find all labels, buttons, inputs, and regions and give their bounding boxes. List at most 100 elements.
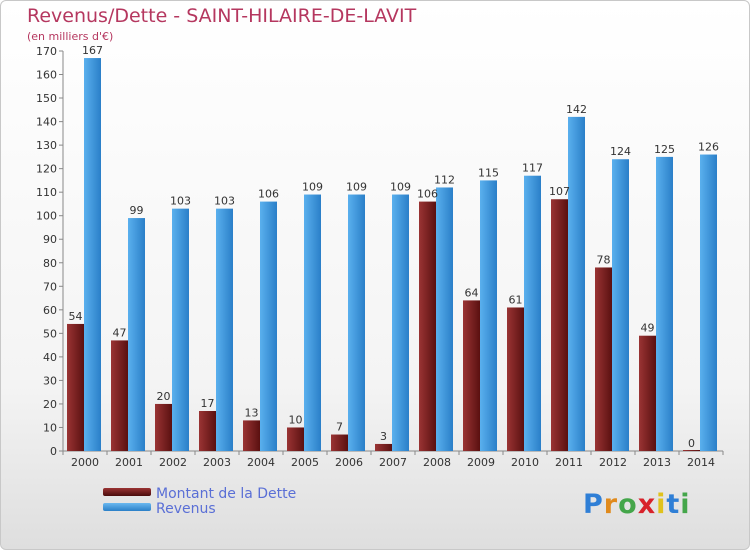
revenus-bar xyxy=(172,208,189,451)
revenus-bar xyxy=(216,208,233,451)
logo-letter: o xyxy=(618,489,638,520)
y-tick-label: 60 xyxy=(43,304,57,317)
y-tick-label: 120 xyxy=(36,163,57,176)
revenus-value-label: 99 xyxy=(130,204,144,217)
dette-bar xyxy=(199,411,216,451)
revenus-value-label: 109 xyxy=(302,181,323,194)
logo-letter: P xyxy=(583,489,604,520)
logo-letter: i xyxy=(680,489,691,520)
revenus-bar xyxy=(656,156,673,451)
legend-label-dette: Montant de la Dette xyxy=(156,486,297,502)
legend-label-revenus: Revenus xyxy=(156,501,216,517)
dette-value-label: 47 xyxy=(113,326,127,339)
revenus-bar xyxy=(700,154,717,451)
y-tick-label: 50 xyxy=(43,327,57,340)
y-tick-label: 40 xyxy=(43,351,57,364)
y-tick-label: 170 xyxy=(36,45,57,58)
revenus-bar xyxy=(612,159,629,451)
revenus-value-label: 126 xyxy=(698,141,719,154)
y-tick-label: 30 xyxy=(43,374,57,387)
dette-bar xyxy=(551,199,568,451)
x-tick-label: 2011 xyxy=(555,456,583,469)
x-tick-label: 2007 xyxy=(379,456,407,469)
dette-value-label: 78 xyxy=(597,253,611,266)
revenus-value-label: 115 xyxy=(478,166,499,179)
legend-swatch-dette xyxy=(103,488,151,496)
revenus-bar xyxy=(260,201,277,451)
x-tick-label: 2000 xyxy=(71,456,99,469)
bar-layer xyxy=(67,58,717,452)
y-tick-label: 20 xyxy=(43,398,57,411)
dette-bar xyxy=(155,403,172,451)
x-tick-label: 2009 xyxy=(467,456,495,469)
dette-value-label: 106 xyxy=(417,188,438,201)
dette-value-label: 64 xyxy=(465,286,479,299)
y-tick-label: 90 xyxy=(43,233,57,246)
dette-value-label: 20 xyxy=(157,390,171,403)
y-tick-label: 110 xyxy=(36,186,57,199)
x-tick-label: 2002 xyxy=(159,456,187,469)
x-tick-label: 2006 xyxy=(335,456,363,469)
y-tick-label: 70 xyxy=(43,280,57,293)
revenus-value-label: 124 xyxy=(610,145,631,158)
dette-bar xyxy=(419,201,436,451)
dette-bar xyxy=(463,300,480,451)
revenus-bar xyxy=(524,175,541,452)
dette-bar xyxy=(111,340,128,451)
x-tick-label: 2013 xyxy=(643,456,671,469)
y-tick-label: 100 xyxy=(36,210,57,223)
x-tick-label: 2003 xyxy=(203,456,231,469)
revenus-bar xyxy=(348,194,365,451)
dette-bar xyxy=(243,420,260,451)
x-tick-label: 2008 xyxy=(423,456,451,469)
chart-subtitle: (en milliers d'€) xyxy=(27,30,114,43)
revenus-value-label: 142 xyxy=(566,103,587,116)
dette-bar xyxy=(507,307,524,451)
dette-value-label: 107 xyxy=(549,185,570,198)
revenus-bar xyxy=(568,116,585,451)
logo-letter: r xyxy=(603,489,619,520)
logo-letter: t xyxy=(666,489,681,520)
dette-value-label: 7 xyxy=(336,421,343,434)
dette-bar xyxy=(595,267,612,451)
revenus-bar xyxy=(304,194,321,451)
revenus-bar xyxy=(480,180,497,452)
y-tick-label: 140 xyxy=(36,116,57,129)
dette-value-label: 17 xyxy=(201,397,215,410)
dette-bar xyxy=(331,434,348,451)
label-layer: 5416747992010317103131061010971093109106… xyxy=(69,44,720,450)
dette-bar xyxy=(375,443,392,451)
revenus-value-label: 103 xyxy=(170,195,191,208)
x-tick-label: 2001 xyxy=(115,456,143,469)
revenus-bar xyxy=(84,58,101,451)
logo-letter: i xyxy=(656,489,667,520)
y-tick-label: 80 xyxy=(43,257,57,270)
dette-value-label: 0 xyxy=(688,437,695,450)
chart-title: Revenus/Dette - SAINT-HILAIRE-DE-LAVIT xyxy=(27,5,417,27)
legend-swatch-revenus xyxy=(103,503,151,511)
revenus-bar xyxy=(392,194,409,451)
dette-value-label: 49 xyxy=(641,322,655,335)
dette-value-label: 3 xyxy=(380,430,387,443)
dette-value-label: 61 xyxy=(509,293,523,306)
y-tick-label: 150 xyxy=(36,92,57,105)
x-tick-label: 2014 xyxy=(687,456,715,469)
dette-value-label: 10 xyxy=(289,413,303,426)
revenus-bar xyxy=(128,218,145,451)
dette-bar xyxy=(683,450,700,451)
y-tick-label: 0 xyxy=(50,445,57,458)
revenus-value-label: 117 xyxy=(522,162,543,175)
x-tick-label: 2005 xyxy=(291,456,319,469)
y-tick-label: 10 xyxy=(43,421,57,434)
proxiti-logo: Proxiti xyxy=(583,489,691,520)
x-tick-label: 2004 xyxy=(247,456,275,469)
revenus-bar xyxy=(436,187,453,451)
y-tick-label: 160 xyxy=(36,69,57,82)
x-tick-label: 2012 xyxy=(599,456,627,469)
revenus-value-label: 106 xyxy=(258,188,279,201)
revenus-value-label: 125 xyxy=(654,143,675,156)
dette-bar xyxy=(287,427,304,451)
revenus-value-label: 112 xyxy=(434,173,455,186)
